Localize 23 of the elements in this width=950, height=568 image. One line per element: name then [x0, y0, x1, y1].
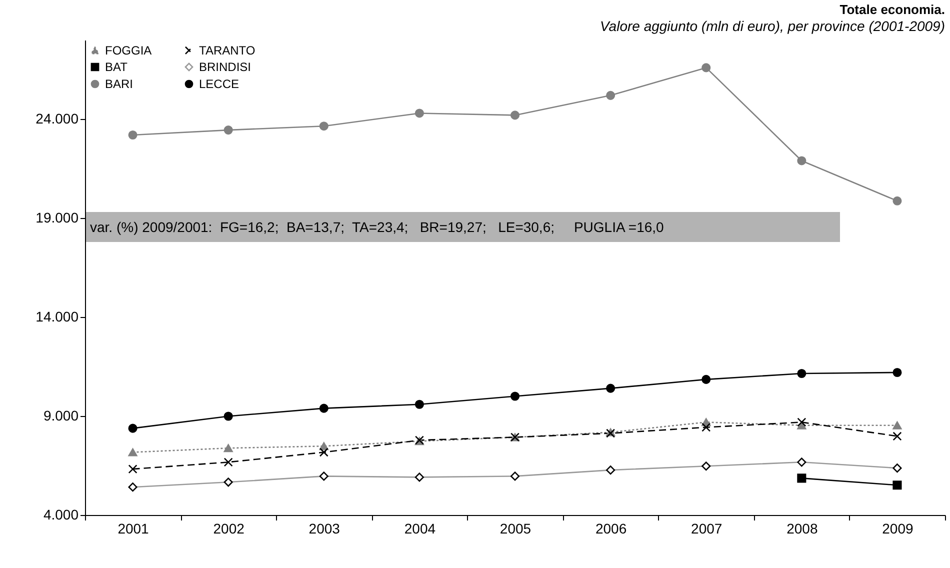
y-tick-label: 4.000	[43, 506, 79, 522]
x-tick-label: 2002	[213, 520, 245, 536]
x-tick-label: 2003	[308, 520, 340, 536]
x-tick-label: 2001	[118, 520, 150, 536]
y-tick-label: 9.000	[43, 408, 79, 424]
x-tick-label: 2009	[882, 520, 914, 536]
legend-label: FOGGIA	[105, 44, 152, 58]
x-tick-label: 2005	[500, 520, 532, 536]
x-tick-label: 2006	[595, 520, 627, 536]
chart-subtitle: Valore aggiunto (mln di euro), per province (2001-2009)	[600, 18, 945, 34]
legend-label: BAT	[105, 60, 128, 74]
legend-label: BRINDISI	[199, 60, 252, 74]
x-tick-label: 2004	[404, 520, 436, 536]
chart-title: Totale economia.	[840, 2, 945, 17]
y-tick-label: 14.000	[36, 308, 79, 325]
legend-label: BARI	[105, 77, 134, 91]
x-tick-label: 2007	[691, 520, 722, 536]
legend-label: TARANTO	[199, 43, 256, 58]
y-tick-label: 19.000	[36, 210, 79, 226]
x-tick-label: 2008	[786, 520, 818, 536]
y-tick-label: 24.000	[36, 110, 79, 127]
legend-label: LECCE	[199, 77, 240, 91]
note-panel: var. (%) 2009/2001: FG=16,2; BA=13,7; TA=23,4; BR=19,27; LE=30,6; PUGLIA =16,0	[86, 212, 840, 242]
